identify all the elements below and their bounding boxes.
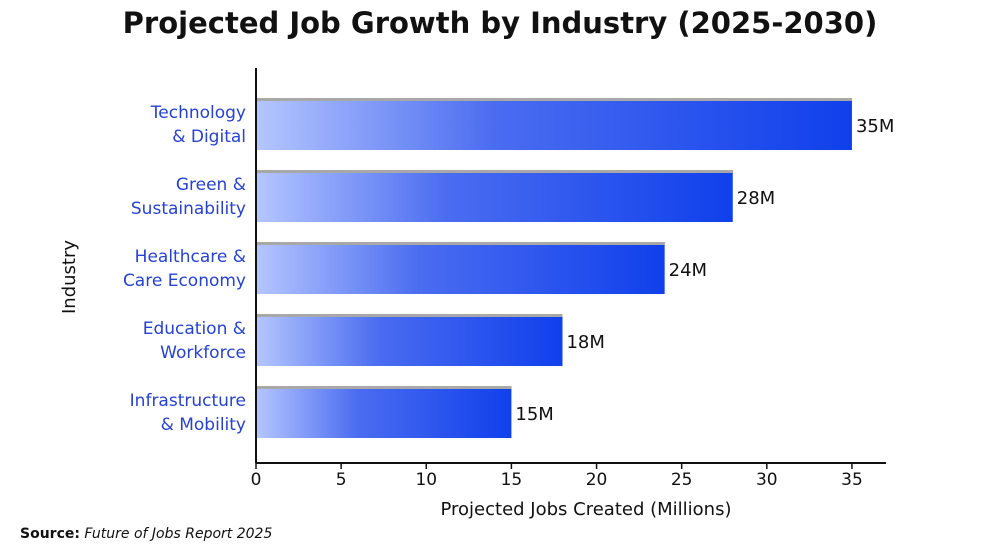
- value-label: 35M: [856, 116, 894, 137]
- bar: [256, 170, 733, 222]
- value-label: 24M: [669, 260, 707, 281]
- category-label: Green & Sustainability: [131, 175, 246, 219]
- value-label: 15M: [515, 404, 553, 425]
- x-tick-label: 5: [336, 470, 347, 490]
- value-label: 28M: [737, 188, 775, 209]
- x-tick-label: 15: [501, 470, 523, 490]
- bar: [256, 386, 512, 438]
- bar: [256, 314, 563, 366]
- x-axis-title: Projected Jobs Created (Millions): [441, 499, 732, 520]
- category-label: Healthcare & Care Economy: [123, 247, 246, 291]
- category-label: Technology & Digital: [150, 103, 246, 147]
- category-label: Education & Workforce: [143, 319, 246, 363]
- bar-top-edge: [256, 170, 733, 173]
- y-axis-title: Industry: [59, 240, 80, 314]
- bar: [256, 98, 852, 150]
- x-tick-label: 30: [756, 470, 778, 490]
- chart-title: Projected Job Growth by Industry (2025-2…: [122, 6, 878, 40]
- x-tick-label: 0: [251, 470, 262, 490]
- source-value: Future of Jobs Report 2025: [84, 526, 273, 542]
- bar-top-edge: [256, 386, 512, 389]
- category-labels: Technology & Digital Green & Sustainability…: [123, 103, 246, 435]
- x-tick-label: 35: [841, 470, 863, 490]
- x-tick-label: 10: [415, 470, 437, 490]
- source-label: Source:: [20, 526, 80, 542]
- bar-top-edge: [256, 98, 852, 101]
- x-tick-label: 20: [586, 470, 608, 490]
- category-label: Infrastructure & Mobility: [130, 391, 246, 435]
- bar-top-edge: [256, 314, 563, 317]
- x-tick-label: 25: [671, 470, 693, 490]
- source-note: Source: Future of Jobs Report 2025: [20, 526, 272, 542]
- value-label: 18M: [566, 332, 604, 353]
- bar: [256, 242, 665, 294]
- bar-top-edge: [256, 242, 665, 245]
- bars-layer: 35M 28M 24M 18M 15M: [256, 98, 894, 438]
- x-ticks: 0 5 10 15 20 25 30 35: [251, 463, 863, 490]
